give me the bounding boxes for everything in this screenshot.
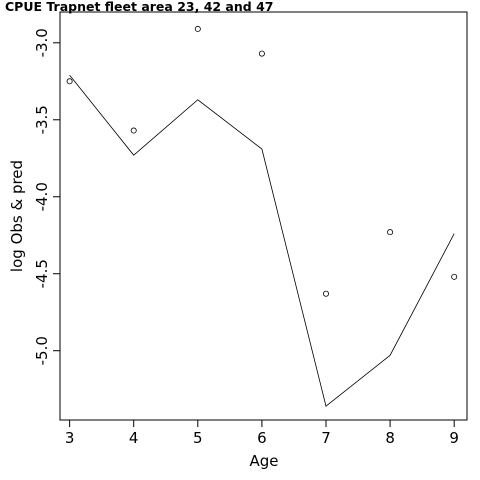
y-axis-label: log Obs & pred (8, 160, 26, 272)
observed-point-3 (258, 50, 265, 57)
x-axis: 3 4 5 6 7 8 9 (65, 420, 459, 447)
x-tick-label-5: 8 (385, 429, 395, 447)
y-axis: -3.0 -3.5 -4.0 -4.5 -5.0 (33, 28, 60, 365)
x-tick-label-0: 3 (65, 429, 75, 447)
x-tick-label-1: 4 (129, 429, 139, 447)
x-tick-label-2: 5 (193, 429, 203, 447)
x-tick-label-3: 6 (257, 429, 267, 447)
y-tick-label-0: -3.0 (33, 28, 51, 57)
y-tick-label-2: -4.0 (33, 182, 51, 211)
y-tick-label-4: -5.0 (33, 336, 51, 365)
observed-point-6 (451, 273, 458, 280)
observed-point-1 (130, 127, 137, 134)
plot-frame (59, 11, 468, 421)
y-tick-label-1: -3.5 (33, 105, 51, 134)
observed-point-2 (194, 25, 201, 32)
series-layer (66, 25, 458, 407)
chart-title: CPUE Trapnet fleet area 23, 42 and 47 (5, 0, 273, 14)
predicted-line (69, 74, 455, 407)
y-tick-label-3: -4.5 (33, 259, 51, 288)
x-axis-label: Age (249, 452, 278, 470)
x-tick-label-6: 9 (449, 429, 459, 447)
x-tick-label-4: 7 (321, 429, 331, 447)
observed-point-5 (387, 229, 394, 236)
observed-point-4 (322, 290, 329, 297)
observed-point-0 (66, 78, 73, 85)
